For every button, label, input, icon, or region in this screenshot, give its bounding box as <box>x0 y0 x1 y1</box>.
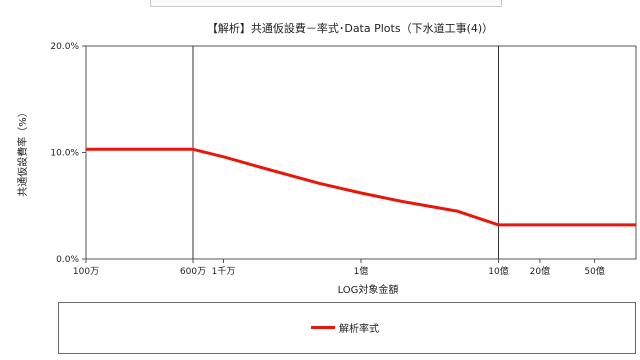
legend-item: 解析率式 <box>311 320 379 335</box>
x-tick-label: 1億 <box>354 265 369 277</box>
legend: 解析率式 <box>58 302 636 354</box>
y-axis-label: 共通仮設費率（%） <box>16 107 29 197</box>
x-tick-label: 100万 <box>73 267 99 277</box>
series-line <box>86 147 636 227</box>
x-tick-label: 20億 <box>530 265 550 277</box>
x-tick-label: 1千万 <box>212 266 236 277</box>
plot-area <box>85 45 637 260</box>
legend-label: 解析率式 <box>339 324 379 335</box>
y-tick-label: 20.0% <box>50 42 79 52</box>
x-tick-label: 50億 <box>584 265 604 277</box>
y-tick-label: 10.0% <box>50 149 79 159</box>
chart-title: 【解析】共通仮設費－率式･Data Plots（下水道工事(4)） <box>207 21 493 35</box>
y-tick-label: 0.0% <box>56 255 79 265</box>
x-tick-label: 600万 <box>180 267 206 277</box>
chart-canvas: 【解析】共通仮設費－率式･Data Plots（下水道工事(4)） LOG対象金… <box>16 21 637 296</box>
legend-swatch <box>311 326 335 329</box>
x-tick-label: 10億 <box>488 265 508 277</box>
x-axis-label: LOG対象金額 <box>338 283 399 296</box>
window-edge <box>150 0 502 7</box>
